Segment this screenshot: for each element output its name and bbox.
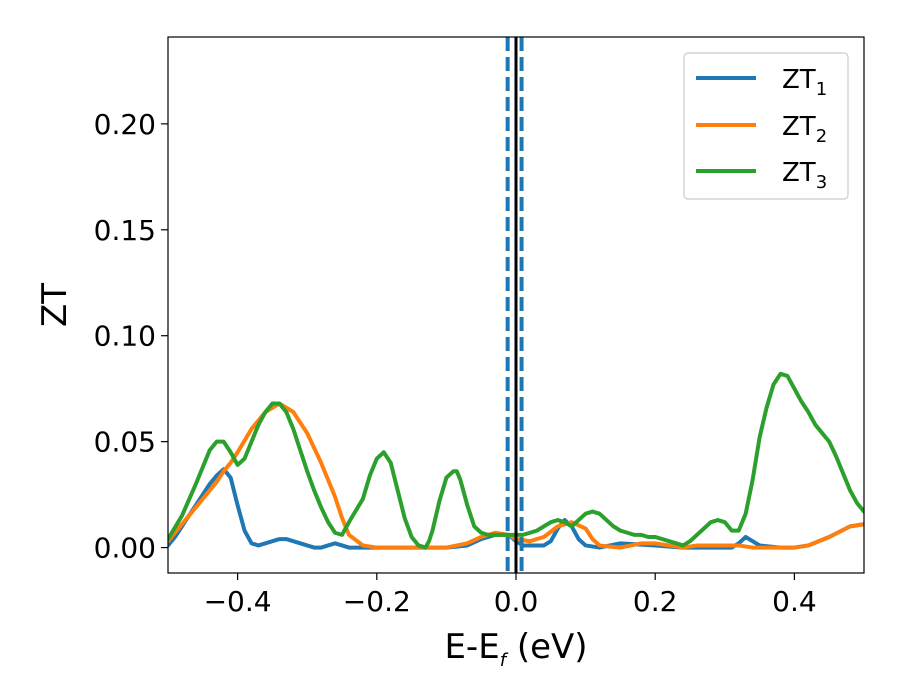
y-tick-label: 0.20 bbox=[94, 108, 156, 141]
y-tick-label: 0.05 bbox=[94, 426, 156, 459]
legend-entry-2: ZT2 bbox=[696, 112, 827, 147]
series-line-2 bbox=[168, 401, 864, 550]
series-layer bbox=[168, 371, 864, 550]
x-tick-label: −0.2 bbox=[343, 585, 411, 618]
x-axis-label: E-Ef (eV) bbox=[444, 627, 587, 671]
legend-entry-3: ZT3 bbox=[696, 158, 827, 193]
legend-label-1: ZT1 bbox=[782, 65, 827, 100]
legend: ZT1 ZT2 ZT3 bbox=[683, 52, 849, 200]
y-axis: 0.00 0.05 0.10 0.15 0.20 bbox=[94, 108, 168, 565]
x-tick-label: 0.4 bbox=[772, 585, 817, 618]
y-tick-label: 0.00 bbox=[94, 532, 156, 565]
x-tick-label: 0.0 bbox=[494, 585, 539, 618]
x-tick-label: 0.2 bbox=[633, 585, 678, 618]
x-axis: −0.4 −0.2 0.0 0.2 0.4 bbox=[204, 573, 817, 618]
legend-label-2: ZT2 bbox=[782, 112, 827, 147]
series-line-3 bbox=[168, 371, 864, 550]
y-tick-label: 0.15 bbox=[94, 214, 156, 247]
legend-entry-1: ZT1 bbox=[696, 65, 827, 100]
legend-box bbox=[683, 52, 849, 200]
y-axis-label: ZT bbox=[35, 283, 75, 327]
reference-lines bbox=[505, 37, 524, 573]
x-tick-label: −0.4 bbox=[204, 585, 272, 618]
y-tick-label: 0.10 bbox=[94, 320, 156, 353]
legend-label-3: ZT3 bbox=[782, 158, 827, 193]
